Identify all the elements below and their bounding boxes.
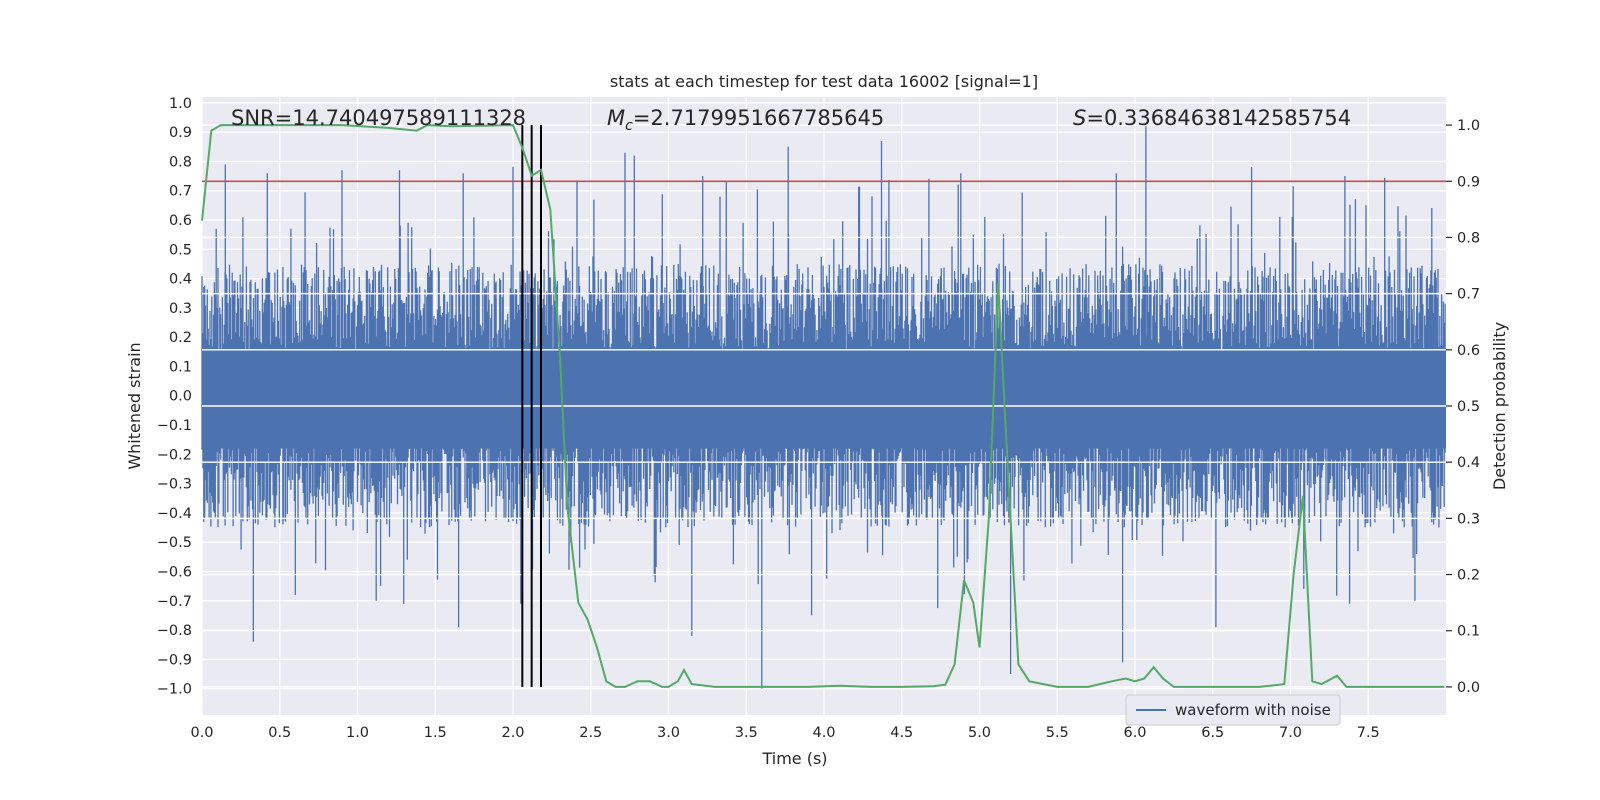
y-tick-label: 0.0	[169, 389, 192, 405]
y-tick-label: −0.4	[157, 506, 192, 522]
x-tick-label: 7.0	[1279, 725, 1302, 741]
x-tick-label: 4.5	[890, 725, 913, 741]
y-tick-label: 0.2	[169, 330, 192, 346]
y-tick-label: −0.5	[157, 535, 192, 551]
x-tick-label: 2.0	[501, 725, 524, 741]
x-tick-label: 1.0	[346, 725, 369, 741]
y-tick-label: 1.0	[169, 96, 192, 112]
chirp-mass-annotation: Mc=2.7179951667785645	[607, 106, 884, 134]
legend: waveform with noise	[1125, 694, 1341, 726]
snr-annotation: SNR=14.740497589111328	[231, 106, 526, 130]
x-tick-label: 6.5	[1201, 725, 1224, 741]
chart-title: stats at each timestep for test data 160…	[610, 72, 1038, 91]
legend-label: waveform with noise	[1175, 701, 1331, 719]
y2-tick-label: 0.8	[1457, 230, 1480, 246]
s-annotation: S=0.33684638142585754	[1073, 106, 1351, 130]
x-axis-label: Time (s)	[761, 749, 827, 768]
y2-tick-label: 0.0	[1457, 680, 1480, 696]
y-tick-label: 0.3	[169, 301, 192, 317]
y-tick-label: 0.6	[169, 213, 192, 229]
y-tick-label: 0.7	[169, 184, 192, 200]
event-markers	[521, 125, 542, 687]
y-tick-label: −0.2	[157, 447, 192, 463]
x-tick-label: 6.0	[1123, 725, 1146, 741]
x-tick-label: 0.5	[268, 725, 291, 741]
x-tick-label: 7.5	[1357, 725, 1380, 741]
y2-tick-label: 0.9	[1457, 174, 1480, 190]
y-tick-label: 0.9	[169, 125, 192, 141]
y-tick-label: −0.7	[157, 594, 192, 610]
x-axis-ticks: 0.0 0.5 1.0 1.5 2.0 2.5 3.0 3.5 4.0 4.5 5.0 5.5 6.0 6…	[190, 725, 1379, 741]
y-axis-ticks: 1.0 0.9 0.8 0.7 0.6 0.5 0.4 0.3 0.2 0.1 0.0 −0.1 −0.…	[157, 96, 192, 698]
y2-tick-label: 0.3	[1457, 511, 1480, 527]
y2-axis-ticks: 1.0 0.9 0.8 0.7 0.6 0.5 0.4 0.3 0.2 0.1 0.0	[1446, 118, 1480, 696]
legend-box	[1125, 694, 1341, 726]
y-tick-label: −0.3	[157, 477, 192, 493]
x-tick-label: 5.0	[968, 725, 991, 741]
waveform-core	[202, 348, 1446, 449]
x-tick-label: 2.5	[579, 725, 602, 741]
x-tick-label: 4.0	[812, 725, 835, 741]
y-tick-label: 0.4	[169, 272, 192, 288]
x-tick-label: 3.5	[735, 725, 758, 741]
x-tick-label: 3.0	[657, 725, 680, 741]
y2-tick-label: 0.5	[1457, 399, 1480, 415]
y-tick-label: −0.1	[157, 418, 192, 434]
y-tick-label: 0.1	[169, 359, 192, 375]
detection-probability-line	[201, 124, 1445, 688]
y-tick-label: −0.6	[157, 564, 192, 580]
x-tick-label: 0.0	[190, 725, 213, 741]
y-tick-label: −0.8	[157, 623, 192, 639]
x-tick-label: 5.5	[1046, 725, 1069, 741]
y2-axis-label: Detection probability	[1490, 322, 1509, 490]
y2-tick-label: 0.7	[1457, 287, 1480, 303]
y-axis-label: Whitened strain	[125, 342, 144, 469]
x-tick-label: 1.5	[424, 725, 447, 741]
waveform-series	[201, 126, 1446, 689]
y2-tick-label: 0.1	[1457, 624, 1480, 640]
y2-tick-label: 0.6	[1457, 343, 1480, 359]
y-tick-label: 0.5	[169, 242, 192, 258]
y-tick-label: 0.8	[169, 154, 192, 170]
y-tick-label: −1.0	[157, 682, 192, 698]
y-tick-label: −0.9	[157, 652, 192, 668]
y2-tick-label: 1.0	[1457, 118, 1480, 134]
y2-tick-label: 0.2	[1457, 568, 1480, 584]
y2-tick-label: 0.4	[1457, 455, 1480, 471]
